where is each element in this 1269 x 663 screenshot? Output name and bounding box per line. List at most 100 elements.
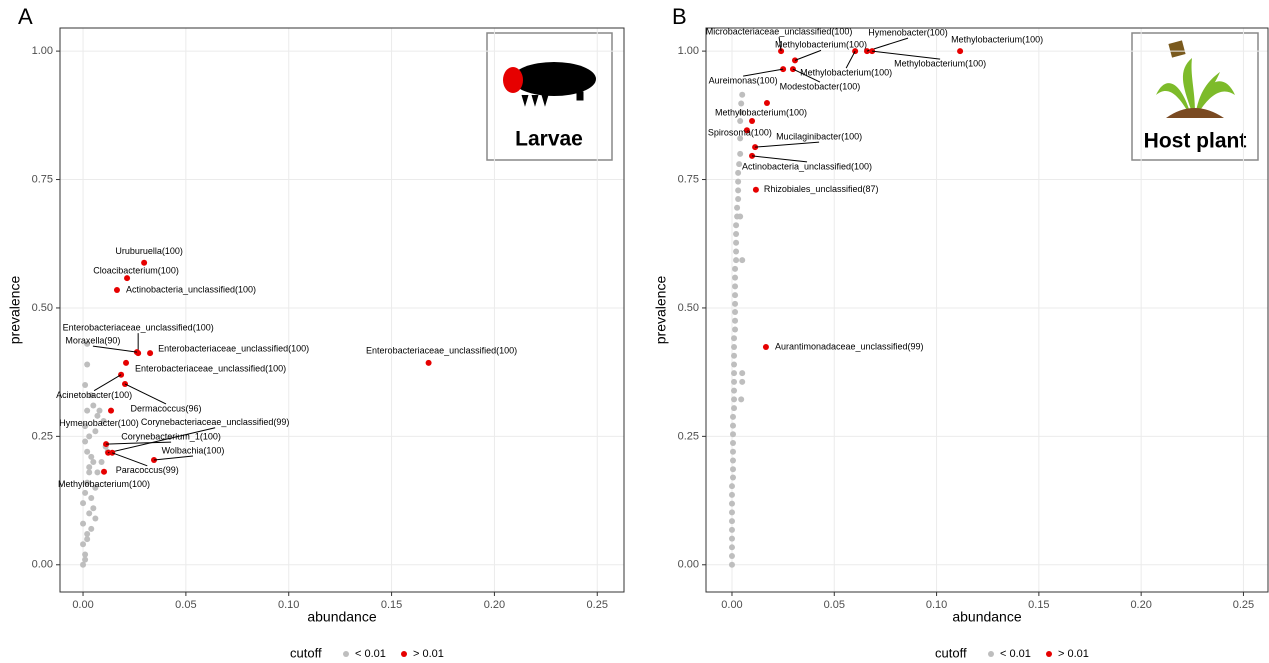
point [82, 438, 89, 445]
legend-label: > 0.01 [1058, 648, 1089, 660]
data-label: Enterobacteriaceae_unclassified(100) [366, 345, 517, 355]
point [735, 187, 742, 194]
data-label: Methylobacterium(100) [894, 58, 986, 68]
point [113, 286, 120, 293]
plot-area [705, 27, 1269, 593]
leader-line [755, 141, 820, 148]
panel-label: A [18, 4, 33, 29]
point [94, 412, 101, 419]
point [731, 370, 738, 377]
point [88, 453, 95, 460]
point [86, 464, 93, 471]
x-tick-label: 0.10 [926, 599, 947, 611]
point [738, 109, 745, 116]
point [728, 500, 735, 507]
legend-swatch [401, 651, 407, 657]
plot-area [59, 27, 625, 593]
point [84, 448, 91, 455]
point [728, 544, 735, 551]
data-label: Actinobacteria_unclassified(100) [126, 284, 256, 294]
leader-line [751, 155, 808, 163]
data-label: Acinetobacter(100) [56, 390, 132, 400]
point [730, 431, 737, 438]
data-label: Microbacteriaceae_unclassified(100) [706, 26, 853, 36]
point [733, 257, 740, 264]
x-tick-label: 0.20 [1130, 599, 1151, 611]
data-label: Methylobacterium(100) [715, 107, 807, 117]
data-label: Modestobacter(100) [780, 81, 861, 91]
leader-line [778, 37, 782, 52]
point [728, 509, 735, 516]
point [732, 317, 739, 324]
data-label: Hymenobacter(100) [868, 27, 948, 37]
point [731, 396, 738, 403]
point [90, 505, 97, 512]
data-label: Corynebacteriaceae_unclassified(99) [141, 417, 290, 427]
x-tick-label: 0.10 [278, 599, 299, 611]
point [730, 422, 737, 429]
point [731, 361, 738, 368]
data-label: Rhizobiales_unclassified(87) [764, 184, 879, 194]
point [92, 484, 99, 491]
legend-swatch [1046, 651, 1052, 657]
point [108, 407, 115, 414]
legend-title: cutoff [935, 645, 967, 660]
point [80, 561, 87, 568]
point [737, 150, 744, 157]
point [84, 536, 91, 543]
point [749, 117, 756, 124]
point [84, 340, 91, 347]
point [80, 541, 87, 548]
point [123, 359, 130, 366]
y-tick-label: 0.00 [32, 559, 53, 571]
x-tick-label: 0.20 [484, 599, 505, 611]
legend-label: < 0.01 [1000, 648, 1031, 660]
point [88, 525, 95, 532]
point [96, 407, 103, 414]
legend-label: > 0.01 [413, 648, 444, 660]
data-label: Corynebacterium_1(100) [121, 431, 221, 441]
data-label: Aurantimonadaceae_unclassified(99) [775, 341, 924, 351]
y-tick-label: 0.00 [678, 559, 699, 571]
leader-line [743, 68, 784, 77]
point [728, 483, 735, 490]
point [732, 326, 739, 333]
point [728, 561, 735, 568]
point [728, 518, 735, 525]
point [743, 127, 750, 134]
point [731, 352, 738, 359]
point [82, 381, 89, 388]
point [735, 196, 742, 203]
point [90, 459, 97, 466]
point [739, 370, 746, 377]
data-label: Enterobacteriaceae_unclassified(100) [135, 363, 286, 373]
point [82, 551, 89, 558]
point [730, 440, 737, 447]
x-tick-label: 0.00 [72, 599, 93, 611]
y-tick-label: 0.75 [678, 173, 699, 185]
point [738, 396, 745, 403]
data-label: Methylobacterium(100) [800, 67, 892, 77]
point [733, 230, 740, 237]
point [730, 448, 737, 455]
point [84, 407, 91, 414]
y-axis-label: prevalence [7, 276, 23, 345]
data-label: Methylobacterium(100) [775, 40, 867, 50]
point [737, 213, 744, 220]
point [731, 405, 738, 412]
data-label: Enterobacteriaceae_unclassified(100) [63, 323, 214, 333]
point [731, 387, 738, 394]
data-label: Hymenobacter(100) [59, 418, 139, 428]
y-tick-label: 0.75 [32, 173, 53, 185]
inset-label: Host plant [1144, 130, 1247, 153]
point [82, 423, 89, 430]
leader-line [845, 50, 856, 69]
point [733, 239, 740, 246]
point [735, 178, 742, 185]
point [733, 222, 740, 229]
point [86, 510, 93, 517]
point [88, 392, 95, 399]
point [100, 417, 107, 424]
point [80, 520, 87, 527]
data-label: Dermacoccus(96) [130, 403, 201, 413]
